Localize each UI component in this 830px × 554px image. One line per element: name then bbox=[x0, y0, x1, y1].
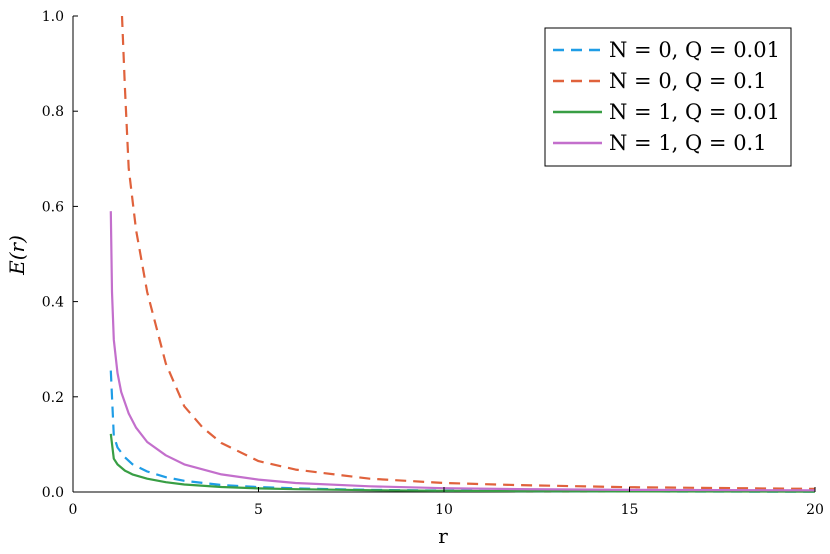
legend-label-2: N = 0, Q = 0.1 bbox=[609, 69, 767, 93]
legend: N = 0, Q = 0.01 N = 0, Q = 0.1 N = 1, Q = … bbox=[544, 27, 792, 167]
series-line-3 bbox=[109, 433, 816, 493]
series-line-2 bbox=[120, 15, 816, 490]
x-tick-label: 10 bbox=[435, 502, 453, 518]
x-tick-label: 5 bbox=[254, 502, 263, 518]
x-tick-label: 0 bbox=[69, 502, 78, 518]
series-line-4 bbox=[109, 211, 816, 492]
legend-label-4: N = 1, Q = 0.1 bbox=[609, 131, 767, 155]
x-tick-label: 15 bbox=[621, 502, 639, 518]
x-axis-label: r bbox=[438, 524, 448, 548]
y-tick-label: 0.4 bbox=[42, 295, 64, 311]
y-tick-label: 0.8 bbox=[42, 104, 64, 120]
y-axis-label: E(r) bbox=[5, 235, 29, 276]
x-tick-label: 20 bbox=[806, 502, 824, 518]
y-tick-label: 0.0 bbox=[42, 485, 64, 501]
y-tick-label: 0.2 bbox=[42, 390, 64, 406]
y-tick-label: 1.0 bbox=[42, 9, 64, 25]
legend-label-1: N = 0, Q = 0.01 bbox=[609, 38, 780, 62]
legend-label-3: N = 1, Q = 0.01 bbox=[609, 100, 780, 124]
y-tick-label: 0.6 bbox=[42, 199, 64, 215]
